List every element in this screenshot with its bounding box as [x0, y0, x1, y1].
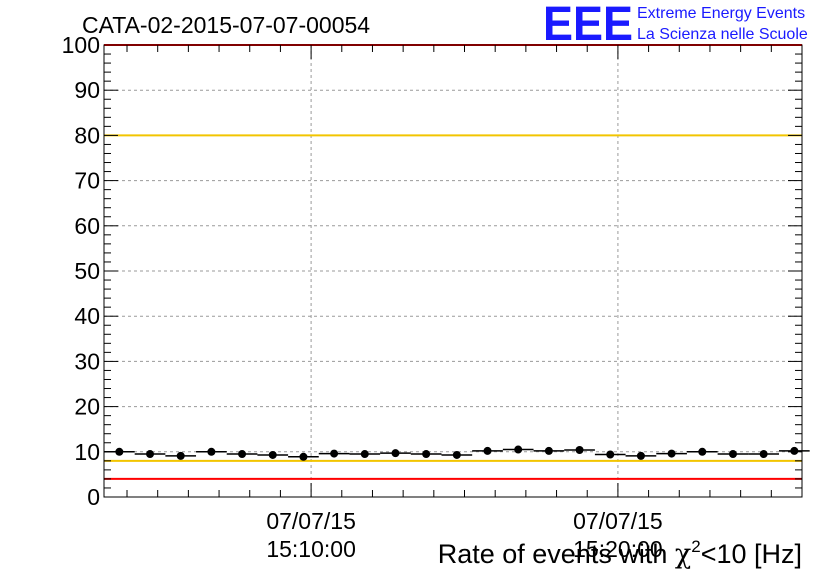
reference-lines	[104, 44, 802, 480]
data-point	[360, 450, 369, 459]
eee-logo-text: EEE	[543, 0, 633, 51]
data-point	[207, 447, 216, 456]
data-point	[422, 450, 431, 459]
logo-line-2: La Scienza nelle Scuole	[637, 26, 808, 43]
y-tick-label: 30	[74, 348, 100, 374]
y-tick-labels: 0 10 20 30 40 50 60 70 80 90 100	[62, 32, 100, 510]
x-tick-label-date: 07/07/15	[266, 508, 356, 534]
y-tick-label: 50	[74, 258, 100, 284]
x-axis-label: Rate of events with χ2<10 [Hz]	[438, 537, 802, 570]
y-tick-label: 20	[74, 394, 100, 420]
y-tick-label: 80	[74, 122, 100, 148]
data-point	[391, 449, 400, 458]
data-point	[636, 451, 645, 460]
x-tick-label-time: 15:20:00	[573, 536, 663, 562]
data-point	[790, 446, 799, 455]
eee-logo: EEE Extreme Energy Events La Scienza nel…	[543, 0, 808, 51]
x-tick-label-date: 07/07/15	[573, 508, 663, 534]
axis-ticks	[104, 44, 803, 498]
data-point	[268, 450, 277, 459]
data-point	[667, 449, 676, 458]
data-point	[606, 450, 615, 459]
y-tick-label: 60	[74, 213, 100, 239]
y-tick-label: 70	[74, 168, 100, 194]
data-point	[146, 450, 155, 459]
x-tick-label-time: 15:10:00	[266, 536, 356, 562]
y-tick-label: 90	[74, 77, 100, 103]
data-point	[299, 452, 308, 461]
data-point	[330, 449, 339, 458]
data-point	[115, 447, 124, 456]
y-tick-label: 40	[74, 303, 100, 329]
data-point	[514, 445, 523, 454]
chart-title: CATA-02-2015-07-07-00054	[82, 12, 370, 38]
data-point	[452, 450, 461, 459]
y-tick-label: 10	[74, 439, 100, 465]
data-point	[483, 446, 492, 455]
grid-lines	[104, 45, 802, 497]
data-point	[575, 445, 584, 454]
data-point	[238, 450, 247, 459]
data-point	[728, 450, 737, 459]
data-points	[104, 445, 810, 461]
y-tick-label: 0	[87, 484, 100, 510]
y-tick-label: 100	[62, 32, 100, 58]
data-point	[698, 447, 707, 456]
data-point	[759, 450, 768, 459]
logo-line-1: Extreme Energy Events	[637, 5, 805, 22]
data-point	[544, 446, 553, 455]
data-point	[176, 451, 185, 460]
